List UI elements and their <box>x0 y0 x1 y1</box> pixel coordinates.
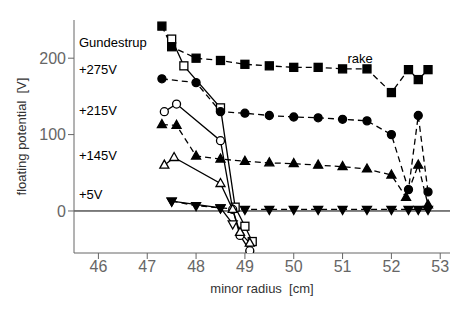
svg-text:49: 49 <box>236 258 254 275</box>
svg-text:200: 200 <box>39 50 66 67</box>
svg-text:+145V: +145V <box>79 148 117 163</box>
svg-text:50: 50 <box>285 258 303 275</box>
svg-text:+275V: +275V <box>79 62 117 77</box>
svg-text:minor radius [cm]: minor radius [cm] <box>210 281 313 296</box>
svg-text:0: 0 <box>57 203 66 220</box>
svg-text:100: 100 <box>39 126 66 143</box>
svg-text:+215V: +215V <box>79 103 117 118</box>
svg-text:+5V: +5V <box>79 187 103 202</box>
svg-text:floating potential [V]: floating potential [V] <box>14 78 29 196</box>
svg-text:rake: rake <box>347 51 372 66</box>
svg-text:Gundestrup: Gundestrup <box>79 35 147 50</box>
svg-text:52: 52 <box>383 258 401 275</box>
svg-text:51: 51 <box>334 258 352 275</box>
svg-text:46: 46 <box>90 258 108 275</box>
svg-text:53: 53 <box>431 258 449 275</box>
svg-text:47: 47 <box>138 258 156 275</box>
svg-text:48: 48 <box>187 258 205 275</box>
